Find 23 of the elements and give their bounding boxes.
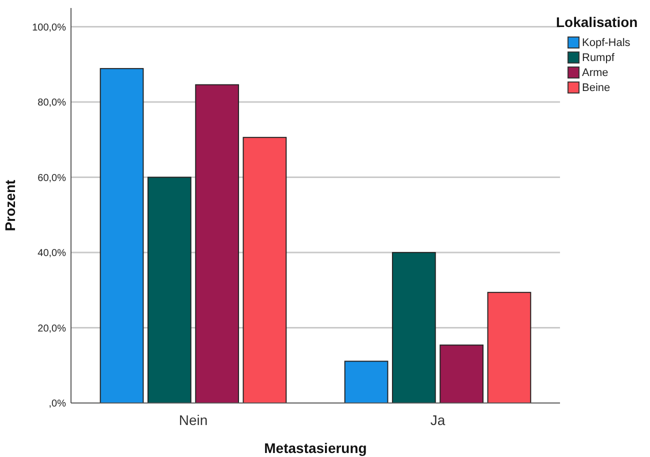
bar xyxy=(242,136,287,404)
legend-label: Beine xyxy=(582,82,610,94)
bar xyxy=(392,252,436,404)
bar xyxy=(195,84,240,404)
bar xyxy=(487,292,532,404)
bar xyxy=(100,68,144,404)
y-tick-label: 80,0% xyxy=(38,98,66,109)
legend-title: Lokalisation xyxy=(556,14,638,30)
y-tick-label: 60,0% xyxy=(38,172,66,184)
y-tick-label: 40,0% xyxy=(38,248,66,260)
legend-label: Arme xyxy=(582,67,608,79)
y-tick-label: 20,0% xyxy=(38,323,66,334)
x-axis-title: Metastasierung xyxy=(264,440,367,456)
x-tick-label: Ja xyxy=(430,412,446,428)
legend-label: Rumpf xyxy=(582,52,616,64)
bar xyxy=(344,360,388,404)
bar xyxy=(147,176,192,404)
y-tick-label: 100,0% xyxy=(32,22,66,34)
x-tick-label: Nein xyxy=(178,412,208,428)
bar xyxy=(440,344,484,404)
legend-label: Kopf-Hals xyxy=(582,37,631,49)
y-axis-title: Prozent xyxy=(2,179,18,232)
y-tick-label: ,0% xyxy=(48,398,66,410)
